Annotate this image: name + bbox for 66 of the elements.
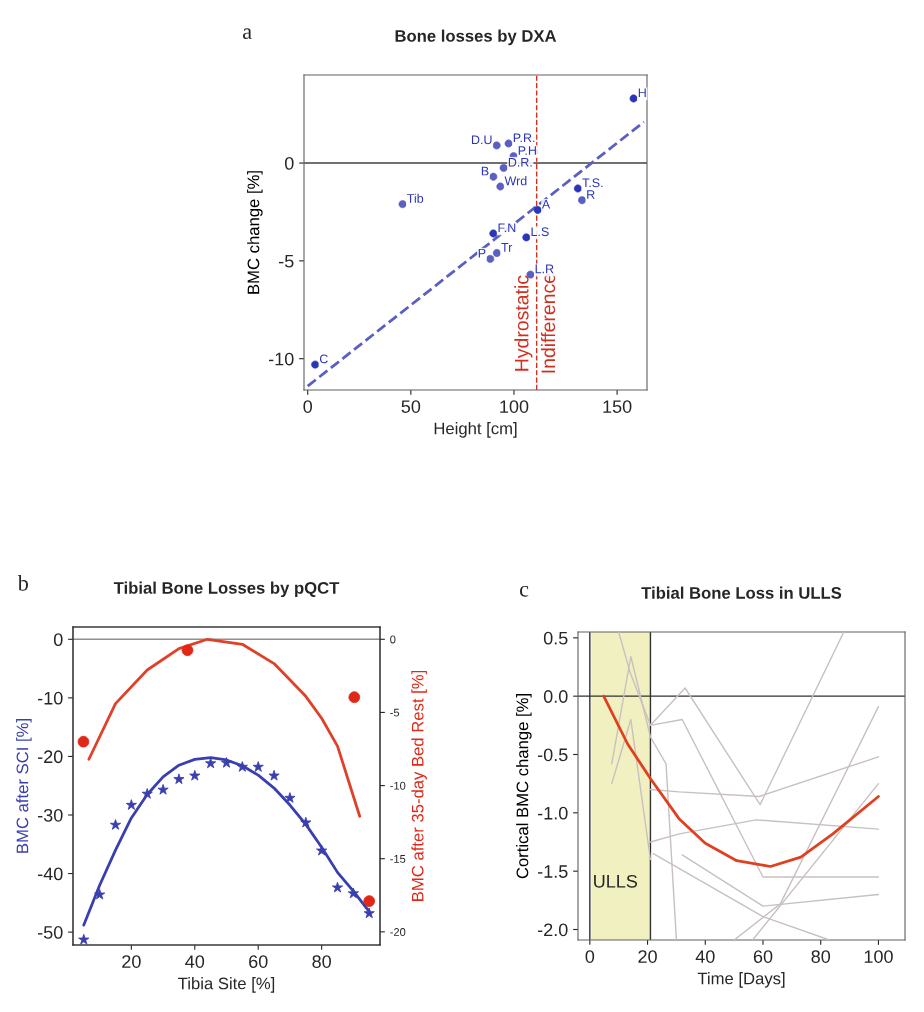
- annotation: L.R: [535, 264, 554, 274]
- y-tick-label: 0: [53, 633, 63, 647]
- chart-title: Bone losses by DXA: [395, 29, 557, 46]
- x-axis-title: Height [cm]: [434, 422, 517, 438]
- annotation: C: [319, 354, 328, 364]
- x-tick-label: 100: [864, 950, 893, 963]
- text: a: [243, 28, 252, 39]
- x-tick-label: 80: [811, 950, 831, 963]
- y-tick-label: -40: [37, 867, 63, 881]
- x-tick-label: 60: [753, 950, 773, 963]
- y2-tick-label: 0: [390, 635, 396, 644]
- y2-tick-label: -15: [390, 855, 406, 863]
- y-tick-label: -5: [279, 254, 294, 268]
- x-tick-label: 40: [695, 950, 715, 963]
- band-label: ULLS: [594, 874, 638, 888]
- y-tick-label: -30: [37, 808, 63, 822]
- y-tick-label: 0.5: [543, 631, 568, 645]
- chart-title: Tibial Bone Loss in ULLS: [641, 586, 842, 599]
- y-tick-label: 0: [284, 156, 294, 170]
- text: c: [519, 586, 529, 597]
- annotation: D.U: [471, 135, 492, 145]
- y-tick-label: -50: [37, 926, 63, 939]
- y-axis-title: Cortical BMC change [%]: [516, 694, 532, 879]
- annotation: R: [587, 190, 595, 199]
- y-tick-label: -2.0: [537, 923, 568, 937]
- x-tick-label: 150: [603, 400, 632, 413]
- x-axis-title: Time [Days]: [697, 972, 785, 988]
- annotation: T.S.: [582, 178, 603, 188]
- annotation: D.R.: [508, 157, 532, 167]
- y-tick-label: -0.5: [537, 748, 568, 762]
- chart-title: Tibial Bone Losses by pQCT: [113, 581, 340, 598]
- x-tick-label: 0: [585, 950, 595, 963]
- x-tick-label: 40: [185, 955, 205, 968]
- x-tick-label: 100: [500, 400, 529, 413]
- annotation: H: [638, 88, 646, 98]
- x-tick-label: 50: [401, 400, 421, 413]
- y-tick-label: -1.0: [537, 806, 568, 820]
- x-tick-label: 20: [638, 950, 657, 963]
- y-axis-title: BMC change [%]: [247, 171, 263, 294]
- ref-line-label: Hydrostatic Indifference: [514, 273, 556, 373]
- x-tick-label: 0: [303, 400, 313, 413]
- y2-tick-label: -20: [390, 928, 406, 936]
- annotation: P: [478, 248, 486, 258]
- y2-axis-title: BMC after 35-day Bed Rest [%]: [411, 670, 427, 901]
- annotation: Wrd: [504, 176, 527, 186]
- y-tick-label: 0.0: [543, 690, 568, 703]
- annotation: A: [541, 200, 551, 209]
- annotation: F.N: [498, 223, 516, 233]
- annotation: P.H: [518, 146, 536, 155]
- annotation: Tr: [501, 243, 513, 252]
- text: b: [17, 575, 28, 591]
- x-tick-label: 60: [249, 955, 268, 968]
- x-axis-title: Tibia Site [%]: [178, 977, 275, 993]
- y-tick-label: -10: [37, 691, 63, 705]
- annotation: Tib: [407, 193, 424, 203]
- x-tick-label: 20: [122, 955, 141, 968]
- y-tick-label: -1.5: [537, 865, 568, 878]
- y-tick-label: -10: [268, 352, 294, 366]
- annotation: B: [481, 166, 489, 176]
- annotation: P.R.: [513, 133, 535, 143]
- y-axis-title: BMC after SCI [%]: [16, 719, 32, 853]
- x-tick-label: 80: [312, 955, 331, 968]
- y2-tick-label: -5: [390, 708, 400, 717]
- y-tick-label: -20: [37, 750, 63, 764]
- annotation: L.S: [531, 227, 549, 237]
- y2-tick-label: -10: [390, 781, 406, 790]
